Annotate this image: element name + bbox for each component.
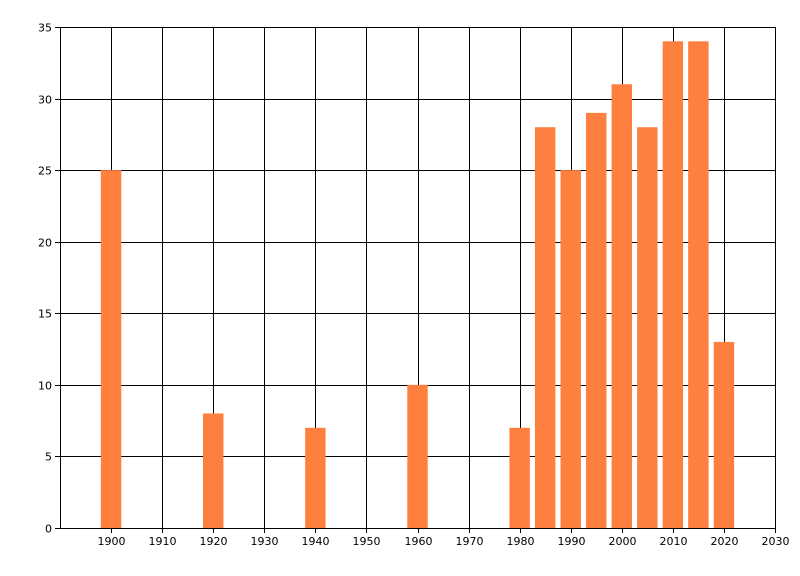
y-tick-label: 15 [38, 308, 52, 321]
x-tick-label: 2020 [711, 535, 739, 548]
bar-2015 [688, 41, 709, 529]
y-tick-label: 0 [45, 523, 52, 536]
bar-1920 [203, 413, 224, 528]
bar-1900 [100, 170, 122, 528]
axis-layer [55, 27, 776, 533]
x-tick-label: 1910 [149, 535, 177, 548]
bar-2010 [662, 41, 684, 529]
y-tick-label: 10 [38, 380, 52, 393]
bar-1990 [560, 170, 581, 528]
x-tick-label: 2000 [609, 535, 637, 548]
y-tick-label: 5 [45, 451, 52, 464]
y-tick-label: 35 [38, 22, 52, 35]
x-tick-label: 1990 [558, 535, 586, 548]
bar-1960 [407, 384, 428, 528]
bar-2005 [637, 127, 658, 528]
x-tick-label: 1920 [200, 535, 228, 548]
bar-2020 [713, 341, 735, 528]
bar-layer [100, 41, 735, 529]
x-tick-label: 1940 [302, 535, 330, 548]
x-tick-label: 1950 [353, 535, 381, 548]
bar-1980 [509, 427, 530, 528]
x-tick-label: 2010 [660, 535, 688, 548]
bar-1940 [305, 427, 326, 528]
bar-1985 [534, 127, 556, 528]
x-tick-label: 2030 [762, 535, 790, 548]
bar-2000 [611, 84, 632, 528]
x-tick-label: 1960 [405, 535, 433, 548]
y-tick-label: 25 [38, 165, 52, 178]
x-tick-label: 1970 [456, 535, 484, 548]
x-tick-label: 1980 [507, 535, 535, 548]
y-tick-label: 30 [38, 94, 52, 107]
bar-1995 [586, 112, 607, 528]
x-tick-label: 1900 [98, 535, 126, 548]
tick-label-layer: 0 5 10 15 20 25 30 35 1900 1910 1920 1930 1940 1950 19… [38, 22, 790, 549]
x-tick-label: 1930 [251, 535, 279, 548]
y-tick-label: 20 [38, 237, 52, 250]
